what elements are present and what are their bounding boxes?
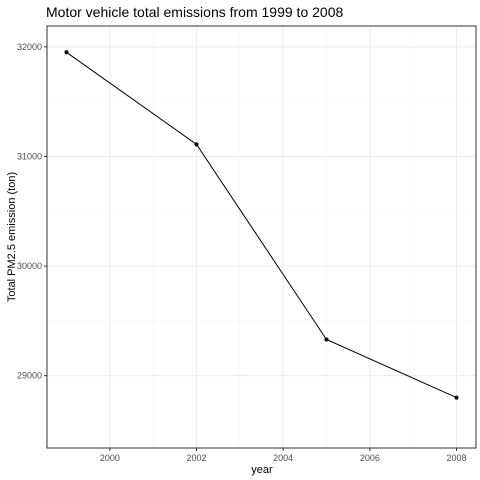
series-line <box>66 51 457 399</box>
x-tick-label: 2000 <box>100 453 120 463</box>
y-tick-label: 31000 <box>17 151 42 161</box>
data-point <box>64 50 69 55</box>
y-tick-label: 30000 <box>17 261 42 271</box>
y-tick-label: 29000 <box>17 371 42 381</box>
data-point <box>324 337 329 342</box>
x-tick-label: 2008 <box>446 453 466 463</box>
chart-title: Motor vehicle total emissions from 1999 … <box>46 4 343 20</box>
data-point <box>454 395 459 400</box>
y-tick-label: 32000 <box>17 42 42 52</box>
x-tick-label: 2006 <box>360 453 380 463</box>
grid <box>47 26 476 448</box>
y-axis-title: Total PM2.5 emission (ton) <box>6 172 18 302</box>
panel-border <box>46 25 477 449</box>
x-axis-title: year <box>251 464 273 476</box>
x-tick-label: 2004 <box>273 453 293 463</box>
axes: 2000 2002 2004 2006 2008 29000 30000 31000 32000 <box>17 42 467 463</box>
series-layer <box>64 50 459 400</box>
data-point <box>194 142 199 147</box>
x-tick-label: 2002 <box>186 453 206 463</box>
